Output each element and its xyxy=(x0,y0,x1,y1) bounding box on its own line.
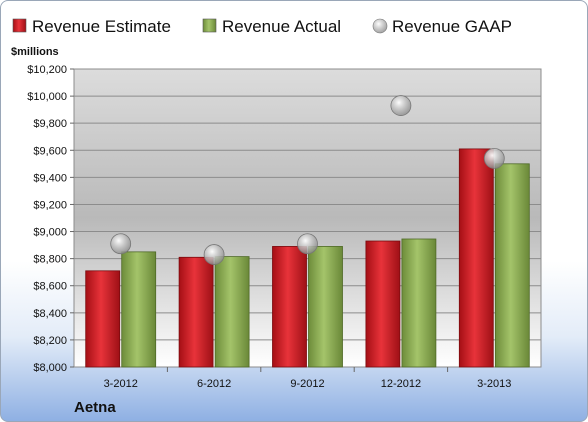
legend-swatch xyxy=(12,18,27,33)
y-tick-label: $8,400 xyxy=(33,308,67,320)
legend-label: Revenue GAAP xyxy=(392,17,512,36)
y-tick-label: $9,800 xyxy=(33,118,67,130)
y-tick-label: $10,200 xyxy=(27,64,67,76)
bar-revenue-estimate xyxy=(85,270,121,368)
x-tick-label: 9-2012 xyxy=(290,378,324,390)
company-name: Aetna xyxy=(74,399,116,416)
bar-revenue-estimate xyxy=(178,256,214,368)
y-tick-label: $8,800 xyxy=(33,254,67,266)
y-axis-label: $millions xyxy=(11,46,59,58)
y-tick-label: $9,600 xyxy=(33,145,67,157)
y-tick-label: $9,400 xyxy=(33,172,67,184)
bar-revenue-actual xyxy=(401,238,437,368)
point-revenue-gaap xyxy=(110,233,132,255)
y-tick-label: $9,000 xyxy=(33,227,67,239)
bar-revenue-estimate xyxy=(365,240,401,368)
legend-label: Revenue Actual xyxy=(222,17,341,36)
bar-revenue-actual xyxy=(214,256,250,368)
y-tick-label: $10,000 xyxy=(27,91,67,103)
point-revenue-gaap xyxy=(390,95,412,116)
bar-revenue-actual xyxy=(308,246,343,368)
y-tick-label: $9,200 xyxy=(33,199,67,211)
x-tick-label: 12-2012 xyxy=(381,378,421,390)
point-revenue-gaap xyxy=(297,233,318,255)
bar-revenue-estimate xyxy=(458,148,494,368)
legend-swatch xyxy=(372,18,388,34)
legend-swatch xyxy=(202,18,217,33)
bar-revenue-actual xyxy=(494,163,530,368)
bar-revenue-actual xyxy=(121,251,157,368)
bar-revenue-estimate xyxy=(272,246,307,368)
y-tick-label: $8,200 xyxy=(33,335,67,347)
x-tick-label: 6-2012 xyxy=(197,378,231,390)
x-tick-label: 3-2012 xyxy=(104,378,138,390)
y-tick-label: $8,000 xyxy=(33,362,67,374)
point-revenue-gaap xyxy=(203,244,225,265)
point-revenue-gaap xyxy=(483,147,505,169)
x-tick-label: 3-2013 xyxy=(477,378,511,390)
legend-label: Revenue Estimate xyxy=(32,17,171,36)
y-tick-label: $8,600 xyxy=(33,281,67,293)
